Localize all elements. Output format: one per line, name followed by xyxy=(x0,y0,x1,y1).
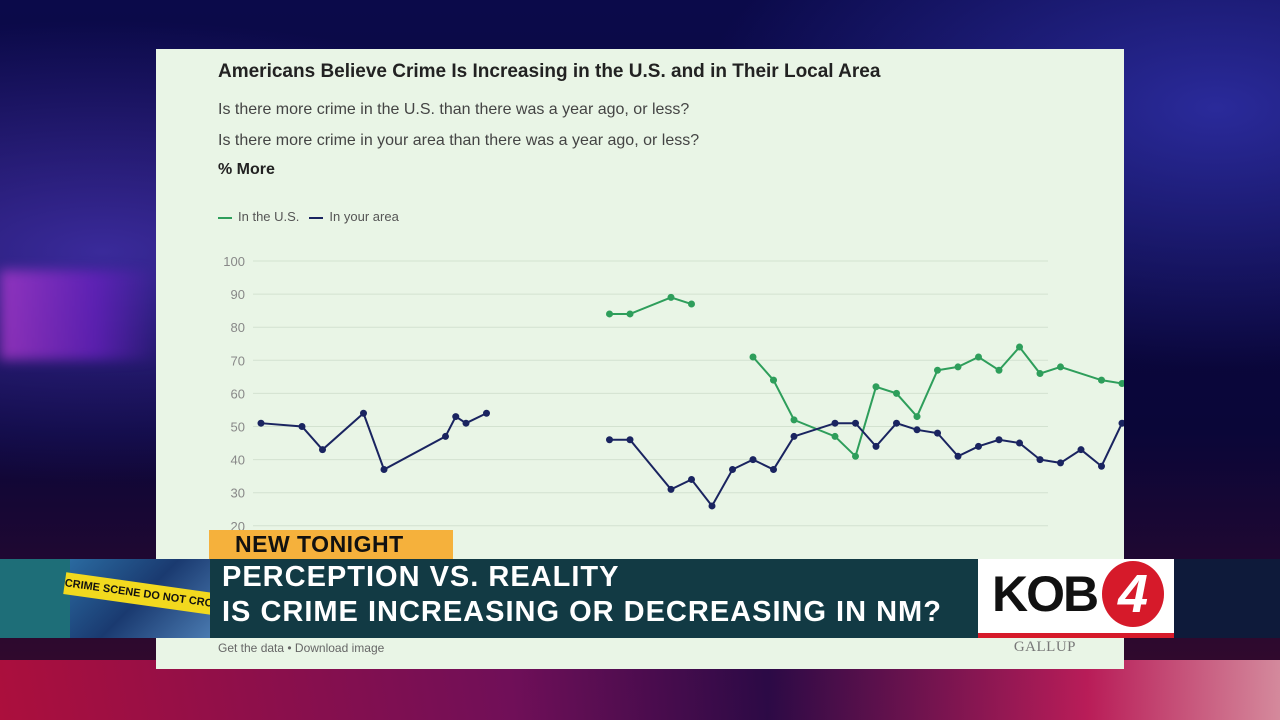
headline-box: PERCEPTION VS. REALITY IS CRIME INCREASI… xyxy=(210,559,978,638)
data-point-us xyxy=(1098,376,1105,384)
headline-line-2: IS CRIME INCREASING OR DECREASING IN NM? xyxy=(222,596,942,628)
data-point-area xyxy=(995,436,1003,444)
data-point-area xyxy=(872,442,880,450)
data-point-area xyxy=(1036,456,1044,464)
data-point-us xyxy=(913,413,921,421)
y-tick-label: 100 xyxy=(223,254,245,269)
y-tick-label: 60 xyxy=(231,386,245,401)
series-line-area xyxy=(260,411,487,471)
data-point-area xyxy=(954,452,962,460)
data-point-area xyxy=(257,419,265,427)
data-point-us xyxy=(770,376,777,384)
data-point-us xyxy=(852,452,859,460)
channel-number: 4 xyxy=(1102,561,1164,627)
legend: In the U.S. In your area xyxy=(218,209,399,224)
footer-links[interactable]: Get the data • Download image xyxy=(218,641,385,655)
legend-item-area: In your area xyxy=(309,209,399,224)
logo-underline xyxy=(978,633,1174,638)
station-name: KOB xyxy=(992,566,1099,622)
new-tonight-tag: NEW TONIGHT xyxy=(209,530,453,559)
data-point-us xyxy=(954,363,962,371)
data-point-area xyxy=(852,419,859,427)
legend-item-us: In the U.S. xyxy=(218,209,299,224)
data-point-us xyxy=(1016,343,1023,351)
lower-third-banner: CRIME SCENE DO NOT CROSS CRIME SCENE DO … xyxy=(0,559,1280,639)
background-glow-left xyxy=(0,270,160,360)
crime-scene-image: CRIME SCENE DO NOT CROSS CRIME SCENE DO … xyxy=(63,559,221,638)
data-point-area xyxy=(1118,419,1124,427)
headline-line-1: PERCEPTION VS. REALITY xyxy=(222,561,620,593)
data-point-area xyxy=(1057,459,1064,467)
data-point-area xyxy=(975,442,982,450)
data-point-area xyxy=(483,409,490,417)
y-tick-label: 80 xyxy=(231,320,245,335)
data-point-area xyxy=(708,502,716,510)
data-point-us xyxy=(831,432,839,440)
data-point-area xyxy=(893,419,900,427)
gallup-logo: GALLUP xyxy=(1013,639,1076,655)
data-point-area xyxy=(770,466,777,474)
station-logo: KOB 4 xyxy=(978,559,1174,638)
legend-swatch-us xyxy=(218,216,232,219)
data-point-area xyxy=(790,432,798,440)
y-tick-label: 70 xyxy=(231,353,245,368)
data-point-us xyxy=(606,310,613,318)
y-tick-label: 30 xyxy=(231,486,245,501)
y-tick-label: 90 xyxy=(231,287,245,302)
data-point-area xyxy=(606,436,613,444)
data-point-us xyxy=(688,300,695,308)
line-chart: 10090807060504030207755 xyxy=(223,254,1124,534)
data-point-area xyxy=(626,436,634,444)
data-point-us xyxy=(626,310,634,318)
data-point-area xyxy=(1098,462,1105,470)
data-point-us xyxy=(975,353,982,361)
data-point-area xyxy=(913,426,921,434)
banner-accent xyxy=(0,559,70,638)
y-tick-label: 50 xyxy=(231,420,245,435)
legend-swatch-area xyxy=(309,216,324,219)
series-line-us xyxy=(609,296,692,315)
data-point-area xyxy=(1016,439,1023,447)
data-point-area xyxy=(749,456,757,464)
question-area: Is there more crime in your area than th… xyxy=(218,132,700,149)
data-point-area xyxy=(831,419,839,427)
data-point-area xyxy=(667,485,675,493)
y-tick-label: 40 xyxy=(231,453,245,468)
data-point-area xyxy=(442,432,449,440)
chart-title: Americans Believe Crime Is Increasing in… xyxy=(218,61,881,82)
data-point-us xyxy=(1118,379,1124,387)
banner-right-strip xyxy=(1174,559,1280,638)
data-point-area xyxy=(380,466,388,474)
data-point-area xyxy=(462,419,470,427)
question-us: Is there more crime in the U.S. than the… xyxy=(218,101,690,118)
data-point-us xyxy=(1057,363,1064,371)
series-line-us xyxy=(752,345,1124,459)
legend-label-area: In your area xyxy=(329,209,399,224)
unit-label: % More xyxy=(218,161,275,178)
data-point-area xyxy=(298,423,306,430)
data-point-area xyxy=(1077,446,1085,454)
data-point-us xyxy=(872,383,880,391)
data-point-area xyxy=(934,429,941,437)
data-point-us xyxy=(1036,370,1044,378)
data-point-us xyxy=(995,366,1003,374)
data-point-us xyxy=(934,366,941,374)
data-point-area xyxy=(452,413,460,421)
data-point-area xyxy=(729,466,736,474)
background-glow-bottom xyxy=(0,660,1280,720)
data-point-area xyxy=(688,475,695,483)
data-point-us xyxy=(667,293,675,301)
crime-scene-tape: CRIME SCENE DO NOT CROSS CRIME SCENE DO … xyxy=(63,572,221,616)
legend-label-us: In the U.S. xyxy=(238,209,300,224)
data-point-us xyxy=(790,416,798,424)
series-line-area xyxy=(609,420,1124,508)
data-point-area xyxy=(360,409,367,417)
data-point-us xyxy=(893,389,900,397)
data-point-us xyxy=(749,353,757,361)
data-point-area xyxy=(319,446,326,454)
